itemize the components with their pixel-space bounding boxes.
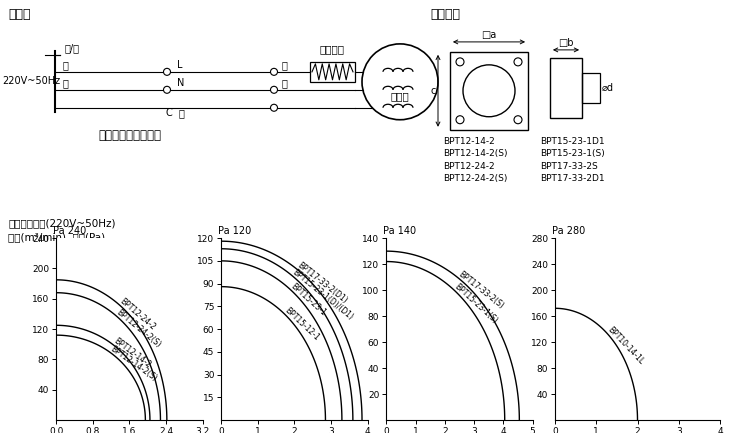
Text: 风压式换气扇接线图: 风压式换气扇接线图 [98,129,161,142]
Text: 蓝: 蓝 [282,78,288,88]
Text: BPT15-23-1: BPT15-23-1 [289,281,328,317]
Text: BPT15-23-1D1: BPT15-23-1D1 [540,137,604,145]
Text: N: N [177,78,184,88]
Text: BPT12-24-2(S): BPT12-24-2(S) [115,307,162,349]
Text: ⌀d: ⌀d [602,83,614,93]
Circle shape [271,86,278,93]
Bar [550,58,582,118]
Text: BPT17-33-2D1: BPT17-33-2D1 [540,174,604,183]
Text: BPT12-14-2: BPT12-14-2 [112,336,152,370]
Circle shape [271,68,278,75]
Text: BPT17-33-2S: BPT17-33-2S [540,162,598,171]
Circle shape [164,68,170,75]
Text: L: L [177,60,182,70]
Text: BPT12-14-2: BPT12-14-2 [443,137,495,145]
Text: BPT12-24-2: BPT12-24-2 [118,297,158,332]
Circle shape [164,86,170,93]
Text: □b: □b [558,38,574,48]
Text: 接线图: 接线图 [8,8,31,21]
Text: BPT15-23-1(S): BPT15-23-1(S) [540,149,604,158]
Text: □a: □a [482,30,496,40]
Text: 紫: 紫 [179,108,184,118]
Text: Pa 140: Pa 140 [383,226,416,236]
Text: BPT15-12-1: BPT15-12-1 [283,306,321,343]
Text: Pa 280: Pa 280 [552,226,585,236]
Text: 棕: 棕 [63,60,69,70]
Text: 热熔断器: 热熔断器 [320,44,344,54]
Text: BPT12-24-2(S): BPT12-24-2(S) [443,174,507,183]
Text: Pa 240: Pa 240 [53,226,86,236]
Text: BPT12-24-2: BPT12-24-2 [443,162,495,171]
Bar [450,52,528,130]
Circle shape [271,104,278,111]
Text: 外型尺寸: 外型尺寸 [430,8,460,21]
Text: 风量(m³/min)  压力(Pa): 风量(m³/min) 压力(Pa) [8,232,106,242]
Text: BPT17-33-2(D1): BPT17-33-2(D1) [296,261,349,305]
Text: BPT15-23-1(D)/(D1): BPT15-23-1(D)/(D1) [290,268,355,321]
Text: Pa 120: Pa 120 [218,226,251,236]
Text: BPT12-14-2(S): BPT12-14-2(S) [109,344,159,383]
Text: 蓝: 蓝 [63,78,69,88]
Text: BPT17-33-2(S): BPT17-33-2(S) [456,269,505,310]
Text: 黄/绿: 黄/绿 [65,43,80,53]
Text: c: c [430,86,436,96]
Text: BPT15-23-1(S): BPT15-23-1(S) [452,282,499,325]
Text: BPT10-14-1L: BPT10-14-1L [605,326,645,367]
Text: 电动机: 电动机 [391,91,410,101]
Bar [582,73,600,103]
Text: 棕: 棕 [282,60,288,70]
Text: C: C [165,108,172,118]
Bar [310,62,355,82]
Text: 空气性能曲线(220V~50Hz): 空气性能曲线(220V~50Hz) [8,218,116,228]
Text: 220V~50Hz: 220V~50Hz [2,76,60,86]
Text: BPT12-14-2(S): BPT12-14-2(S) [443,149,508,158]
